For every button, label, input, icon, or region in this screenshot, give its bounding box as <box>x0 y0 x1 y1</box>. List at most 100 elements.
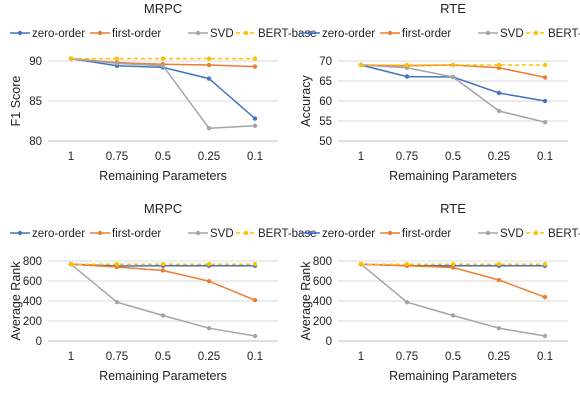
legend: zero-order first-order SVD BERT-base <box>300 28 580 40</box>
y-tick-label: 50 <box>319 136 332 148</box>
x-axis-label: Remaining Parameters <box>389 369 517 383</box>
x-axis-label: Remaining Parameters <box>99 169 227 183</box>
y-tick-label: 80 <box>29 136 42 148</box>
legend-marker <box>97 30 103 36</box>
data-point <box>114 56 120 61</box>
x-tick-label: 0.25 <box>488 351 510 363</box>
data-point <box>358 262 364 267</box>
data-point <box>252 123 258 128</box>
data-point <box>68 56 74 61</box>
y-tick-label: 200 <box>313 316 332 328</box>
y-tick-label: 55 <box>319 116 332 128</box>
legend-label: zero-order <box>32 228 85 240</box>
series-line <box>360 263 546 337</box>
legend-marker <box>17 30 23 36</box>
x-tick-label: 0.25 <box>488 151 510 163</box>
data-point <box>114 61 120 66</box>
legend-label: zero-order <box>32 28 85 40</box>
data-point <box>160 262 166 267</box>
data-point <box>496 108 502 114</box>
legend-marker <box>533 230 539 236</box>
data-point <box>206 326 212 331</box>
legend-item-first-order: first-order <box>380 228 451 240</box>
data-point <box>206 76 212 81</box>
data-point <box>206 62 212 68</box>
x-tick-label: 1 <box>68 151 74 163</box>
data-point <box>358 62 364 68</box>
chart-panel-2: RTE zero-order first-order SVD BERT-base 50 55… <box>299 1 580 183</box>
legend-item-bert-base: BERT-base <box>236 28 317 40</box>
legend: zero-order first-order SVD BERT-base <box>10 228 317 240</box>
x-tick-label: 0.75 <box>396 351 418 363</box>
legend-marker <box>243 30 249 36</box>
legend-label: first-order <box>402 28 451 40</box>
chart-title: MRPC <box>144 201 182 216</box>
series-line <box>70 263 256 337</box>
legend-marker <box>195 30 201 36</box>
x-tick-label: 0.25 <box>198 351 220 363</box>
data-point <box>160 268 166 273</box>
x-tick-label: 1 <box>358 351 364 363</box>
legend-marker <box>485 230 491 236</box>
data-point <box>450 262 456 267</box>
y-tick-label: 800 <box>313 256 332 268</box>
legend-label: zero-order <box>322 228 375 240</box>
data-point <box>206 279 212 284</box>
legend-item-svd: SVD <box>478 28 524 40</box>
x-tick-label: 0.5 <box>155 351 171 363</box>
series-line <box>360 64 546 123</box>
series-bert-base <box>358 262 548 267</box>
x-tick-label: 0.75 <box>106 351 128 363</box>
y-tick-label: 90 <box>29 56 42 68</box>
legend-item-zero-order: zero-order <box>10 28 85 40</box>
legend-marker <box>17 230 23 236</box>
y-axis-label: Average Rank <box>9 261 23 341</box>
legend-label: zero-order <box>322 28 375 40</box>
legend-marker <box>387 30 393 36</box>
x-tick-label: 1 <box>358 151 364 163</box>
data-point <box>404 300 410 305</box>
data-point <box>252 333 258 339</box>
legend-label: BERT-base <box>258 228 317 240</box>
legend-marker <box>195 230 201 236</box>
series-svd <box>68 262 258 339</box>
chart-title: RTE <box>440 1 466 16</box>
legend-item-svd: SVD <box>188 228 234 240</box>
y-tick-label: 85 <box>29 96 42 108</box>
data-point <box>542 62 548 68</box>
data-point <box>252 298 258 303</box>
data-point <box>542 262 548 267</box>
legend-label: first-order <box>112 28 161 40</box>
series-svd <box>358 262 548 339</box>
data-point <box>542 75 548 80</box>
y-tick-label: 600 <box>23 276 42 288</box>
data-point <box>542 295 548 300</box>
legend-label: first-order <box>112 228 161 240</box>
legend-label: SVD <box>500 228 524 240</box>
data-point <box>404 262 410 267</box>
legend-item-first-order: first-order <box>380 28 451 40</box>
x-tick-label: 0.75 <box>106 151 128 163</box>
legend-item-first-order: first-order <box>90 28 161 40</box>
data-point <box>252 56 258 61</box>
chart-panel-1: MRPC zero-order first-order SVD BERT-base 80 8… <box>9 1 317 183</box>
series-first-order <box>68 262 258 303</box>
legend-marker <box>97 230 103 236</box>
legend-item-bert-base: BERT-base <box>526 28 580 40</box>
x-tick-label: 0.1 <box>537 151 553 163</box>
legend-label: BERT-base <box>548 28 580 40</box>
data-point <box>450 313 456 318</box>
series-bert-base <box>68 262 258 267</box>
y-tick-label: 70 <box>319 56 332 68</box>
data-point <box>160 56 166 61</box>
x-tick-label: 0.1 <box>247 351 263 363</box>
data-point <box>496 262 502 267</box>
legend-marker <box>485 30 491 36</box>
chart-panel-3: MRPC zero-order first-order SVD BERT-base 0 20… <box>9 201 317 383</box>
chart-title: MRPC <box>144 1 182 16</box>
data-point <box>206 126 212 131</box>
data-point <box>496 326 502 331</box>
x-axis-label: Remaining Parameters <box>389 169 517 183</box>
y-axis-label: Accuracy <box>299 75 313 127</box>
data-point <box>542 120 548 125</box>
